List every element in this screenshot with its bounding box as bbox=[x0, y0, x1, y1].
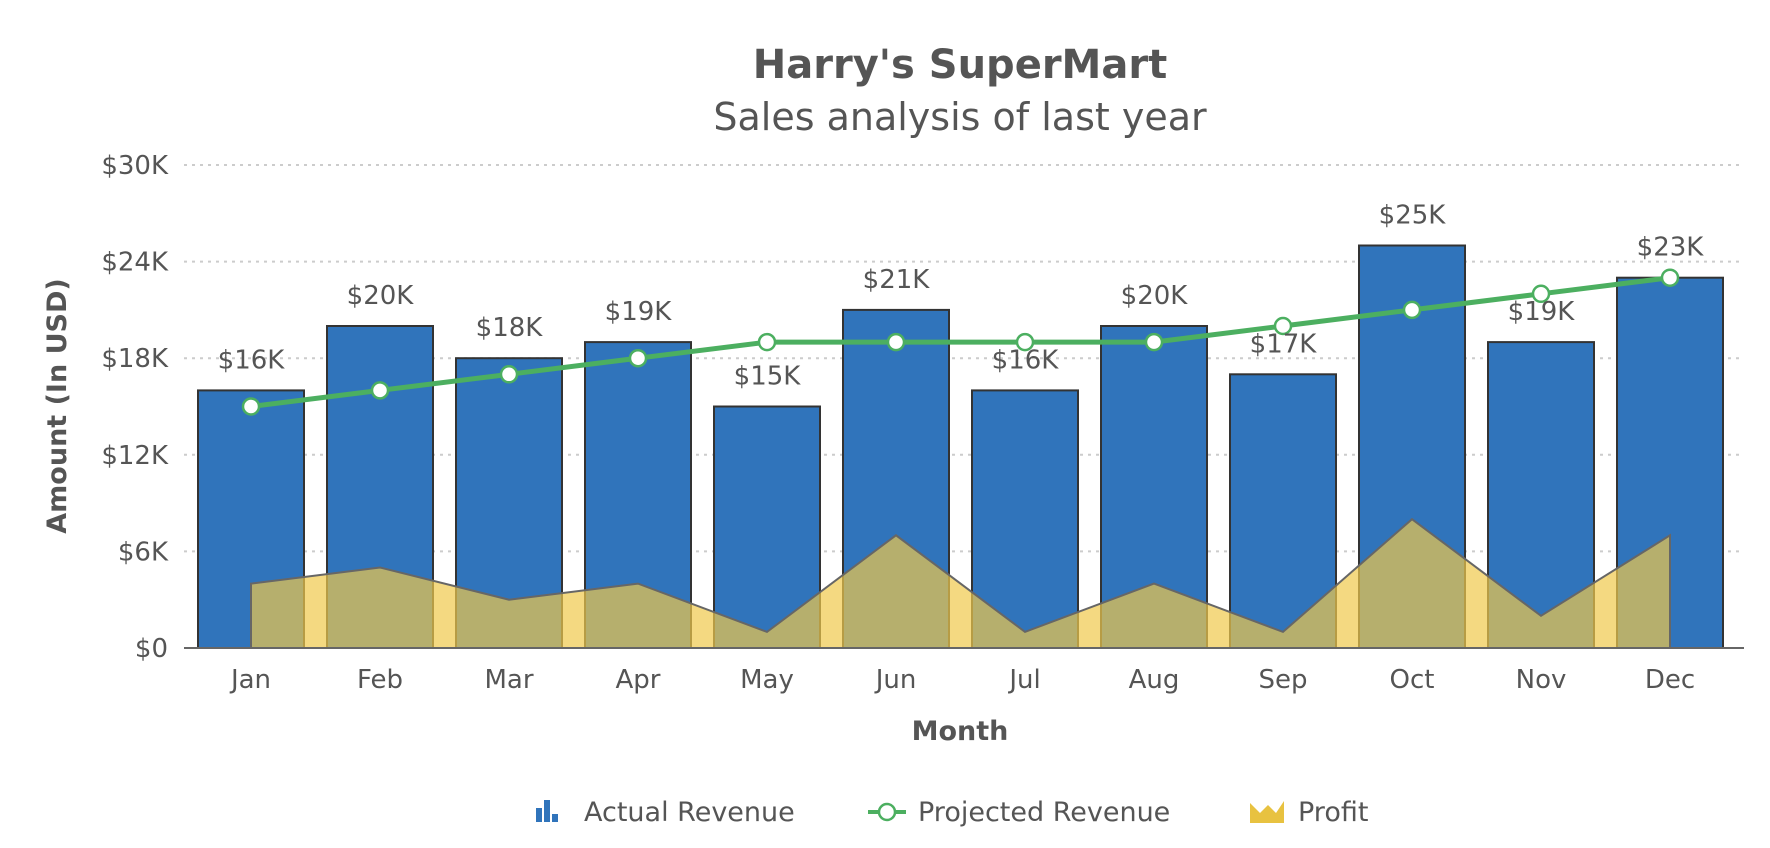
x-tick-label: Feb bbox=[357, 665, 403, 695]
data-label: $19K bbox=[605, 297, 673, 327]
x-ticks: Jan Feb Mar Apr May Jun Jul Aug Sep Oct Nov Dec bbox=[229, 665, 1695, 695]
area-chart-icon bbox=[1250, 801, 1284, 823]
projected-point bbox=[1015, 332, 1035, 352]
projected-point bbox=[499, 365, 519, 384]
projected-point bbox=[1531, 284, 1551, 304]
data-label: $16K bbox=[218, 345, 286, 375]
data-label: $20K bbox=[1121, 281, 1189, 311]
legend: Actual Revenue Projected Revenue Profit bbox=[536, 797, 1368, 828]
y-axis-title: Amount (In USD) bbox=[42, 278, 73, 533]
y-tick-label: $0 bbox=[135, 634, 168, 664]
y-tick-label: $6K bbox=[118, 537, 169, 567]
bar-chart-icon-bar bbox=[552, 814, 558, 822]
x-tick-label: Nov bbox=[1516, 665, 1567, 695]
x-tick-label: Sep bbox=[1258, 665, 1307, 695]
chart-title: Harry's SuperMart bbox=[753, 42, 1167, 88]
bar-chart-icon bbox=[536, 800, 558, 822]
bar-chart-icon-bar bbox=[544, 800, 550, 822]
y-tick-label: $12K bbox=[101, 441, 169, 471]
profit-area bbox=[184, 517, 1744, 649]
y-tick-label: $18K bbox=[101, 344, 169, 374]
projected-point bbox=[757, 332, 777, 352]
data-label: $20K bbox=[347, 281, 415, 311]
legend-actual-revenue: Actual Revenue bbox=[584, 797, 795, 828]
projected-point bbox=[241, 397, 261, 416]
legend-projected-revenue: Projected Revenue bbox=[918, 797, 1170, 828]
projected-point bbox=[1660, 268, 1680, 287]
x-tick-label: Jan bbox=[229, 665, 271, 695]
projected-point bbox=[1144, 332, 1164, 352]
data-label: $23K bbox=[1637, 233, 1705, 263]
x-tick-label: Oct bbox=[1390, 665, 1435, 695]
profit-area-path bbox=[250, 517, 1671, 649]
x-tick-label: May bbox=[740, 665, 794, 695]
projected-point bbox=[886, 332, 906, 352]
x-tick-label: Jun bbox=[874, 665, 917, 695]
projected-revenue-line bbox=[250, 275, 1671, 409]
y-tick-label: $24K bbox=[101, 248, 169, 278]
legend-profit: Profit bbox=[1298, 797, 1368, 828]
gridlines: $0 $6K $12K $18K $24K $30K bbox=[101, 151, 1744, 664]
projected-point bbox=[370, 381, 390, 400]
x-tick-label: Mar bbox=[484, 665, 533, 695]
x-tick-label: Apr bbox=[616, 665, 661, 695]
projected-point bbox=[1402, 300, 1422, 320]
bar-chart-icon-bar bbox=[536, 808, 542, 822]
data-labels: $16K $20K $18K $19K $15K $21K $16K $20K $17K $25K… bbox=[218, 201, 1705, 392]
projected-line bbox=[241, 268, 1680, 416]
x-axis-title: Month bbox=[912, 716, 1009, 747]
data-label: $25K bbox=[1379, 201, 1447, 231]
x-tick-label: Jul bbox=[1007, 665, 1040, 695]
data-label: $17K bbox=[1250, 329, 1318, 359]
chart-subtitle: Sales analysis of last year bbox=[713, 95, 1207, 139]
projected-point bbox=[628, 348, 648, 368]
line-marker-icon bbox=[877, 802, 897, 822]
data-label: $19K bbox=[1508, 297, 1576, 327]
y-tick-label: $30K bbox=[101, 151, 169, 181]
x-tick-label: Aug bbox=[1129, 665, 1180, 695]
projected-point bbox=[1273, 316, 1293, 336]
data-label: $21K bbox=[863, 265, 931, 295]
x-tick-label: Dec bbox=[1645, 665, 1695, 695]
data-label: $16K bbox=[992, 345, 1060, 375]
data-label: $18K bbox=[476, 313, 544, 343]
data-label: $15K bbox=[734, 362, 802, 392]
